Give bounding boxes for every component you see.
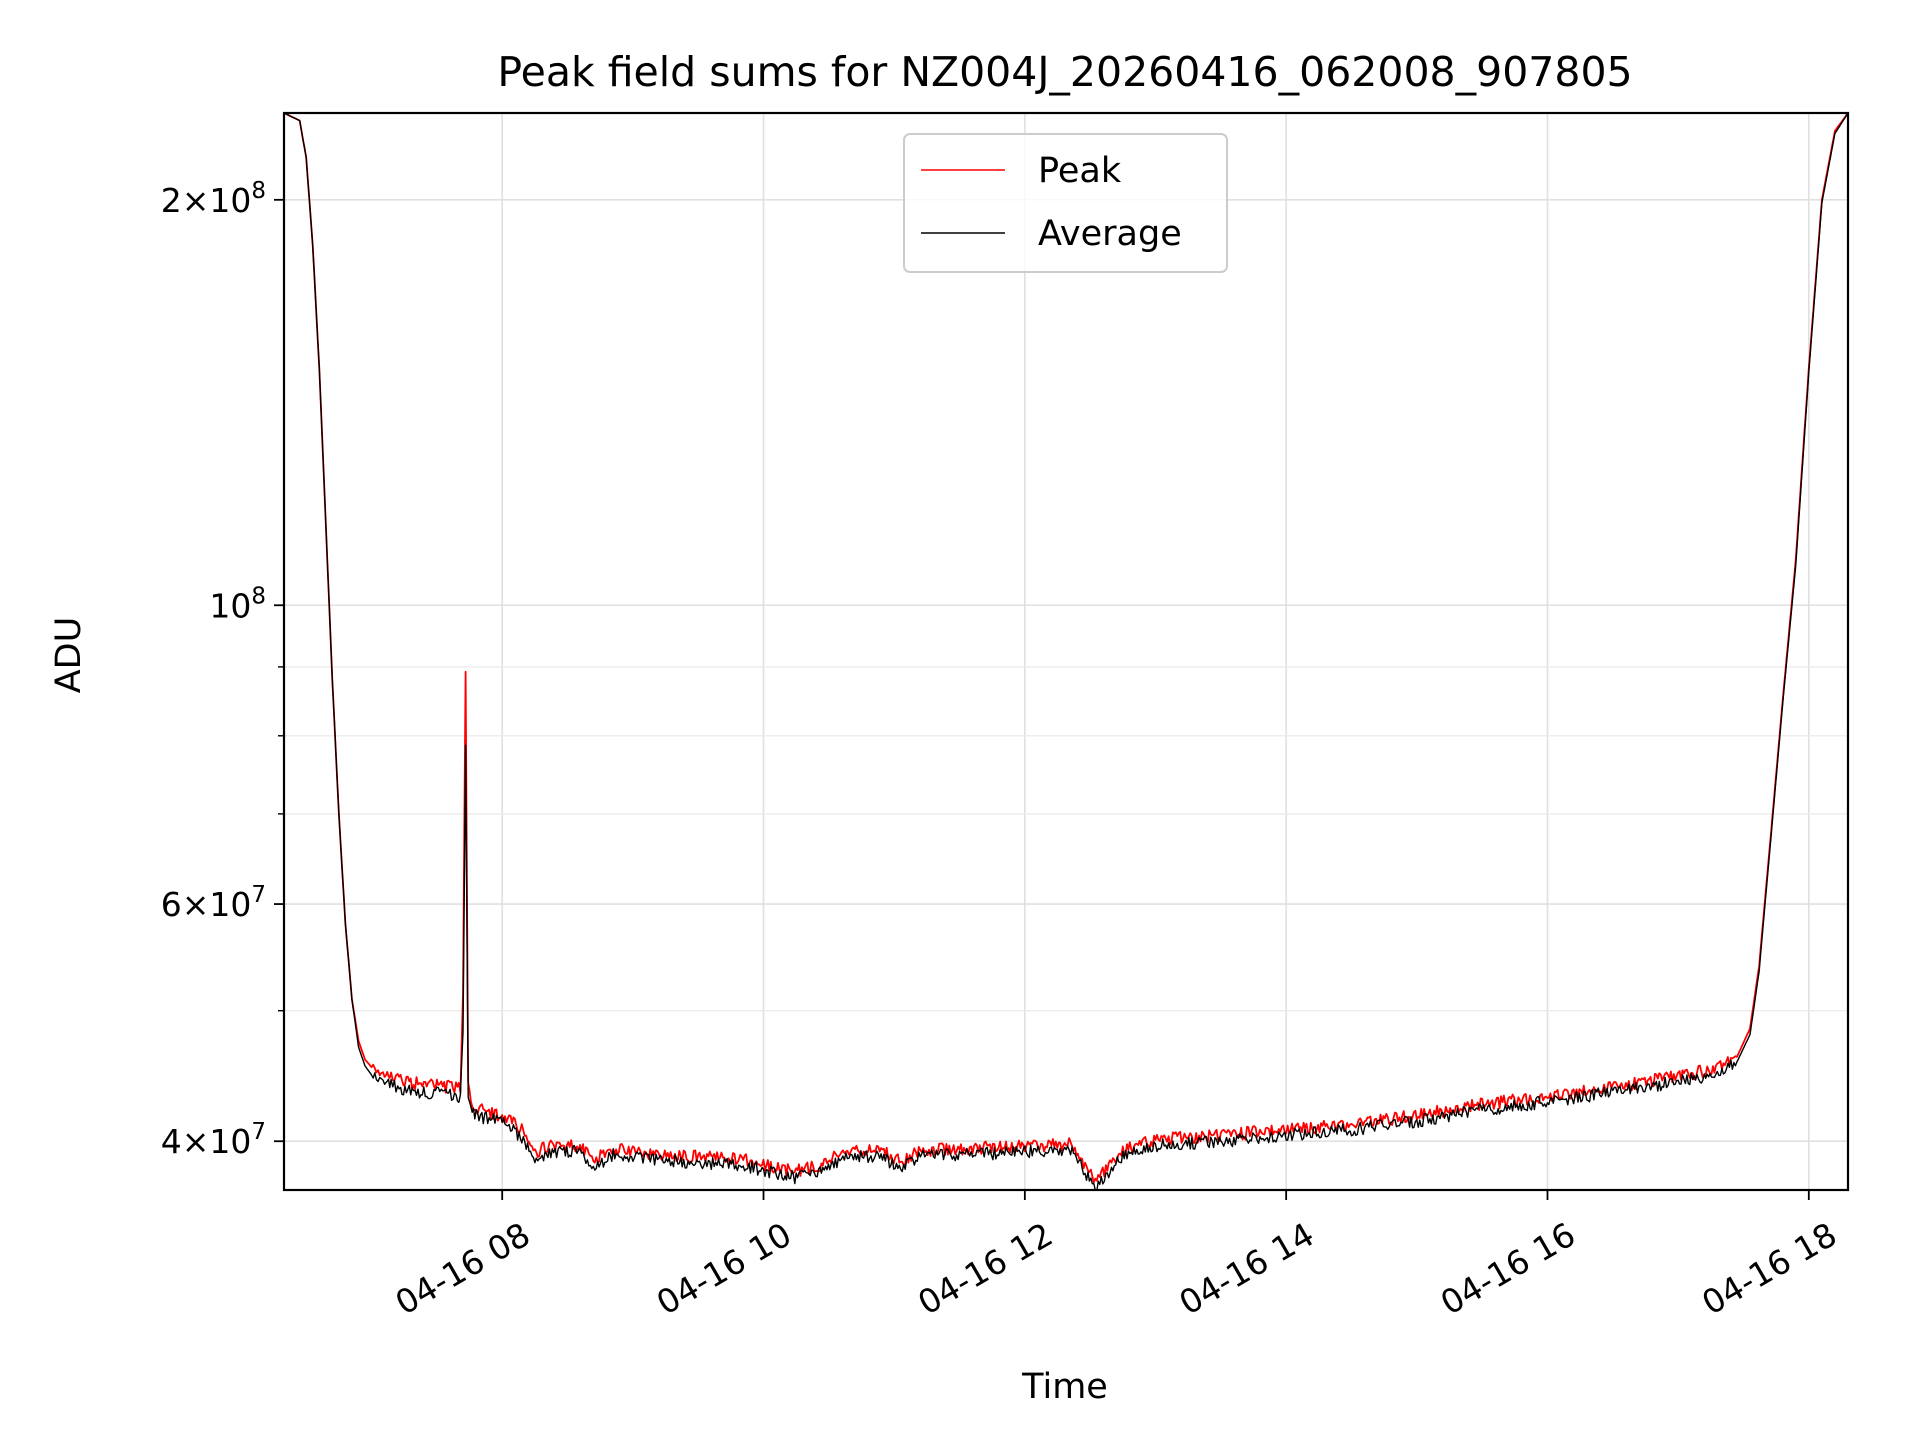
legend-box — [903, 133, 1228, 273]
series-line-average — [284, 113, 1848, 1190]
legend: Peak Average — [903, 133, 1228, 273]
x-axis-label: Time — [1021, 1367, 1108, 1407]
y-tick-label: 6×107 — [161, 882, 266, 924]
y-tick-label: 2×108 — [161, 178, 266, 220]
plot-frame — [282, 111, 1850, 1192]
legend-label-peak: Peak — [1038, 151, 1122, 191]
y-tick-label: 108 — [209, 583, 266, 625]
y-tick-label: 4×107 — [161, 1119, 266, 1161]
y-axis-label: ADU — [49, 617, 89, 694]
chart-title: Peak field sums for NZ004J_20260416_0620… — [497, 48, 1632, 96]
plot-series — [284, 113, 1848, 1190]
legend-label-average: Average — [1038, 214, 1182, 254]
